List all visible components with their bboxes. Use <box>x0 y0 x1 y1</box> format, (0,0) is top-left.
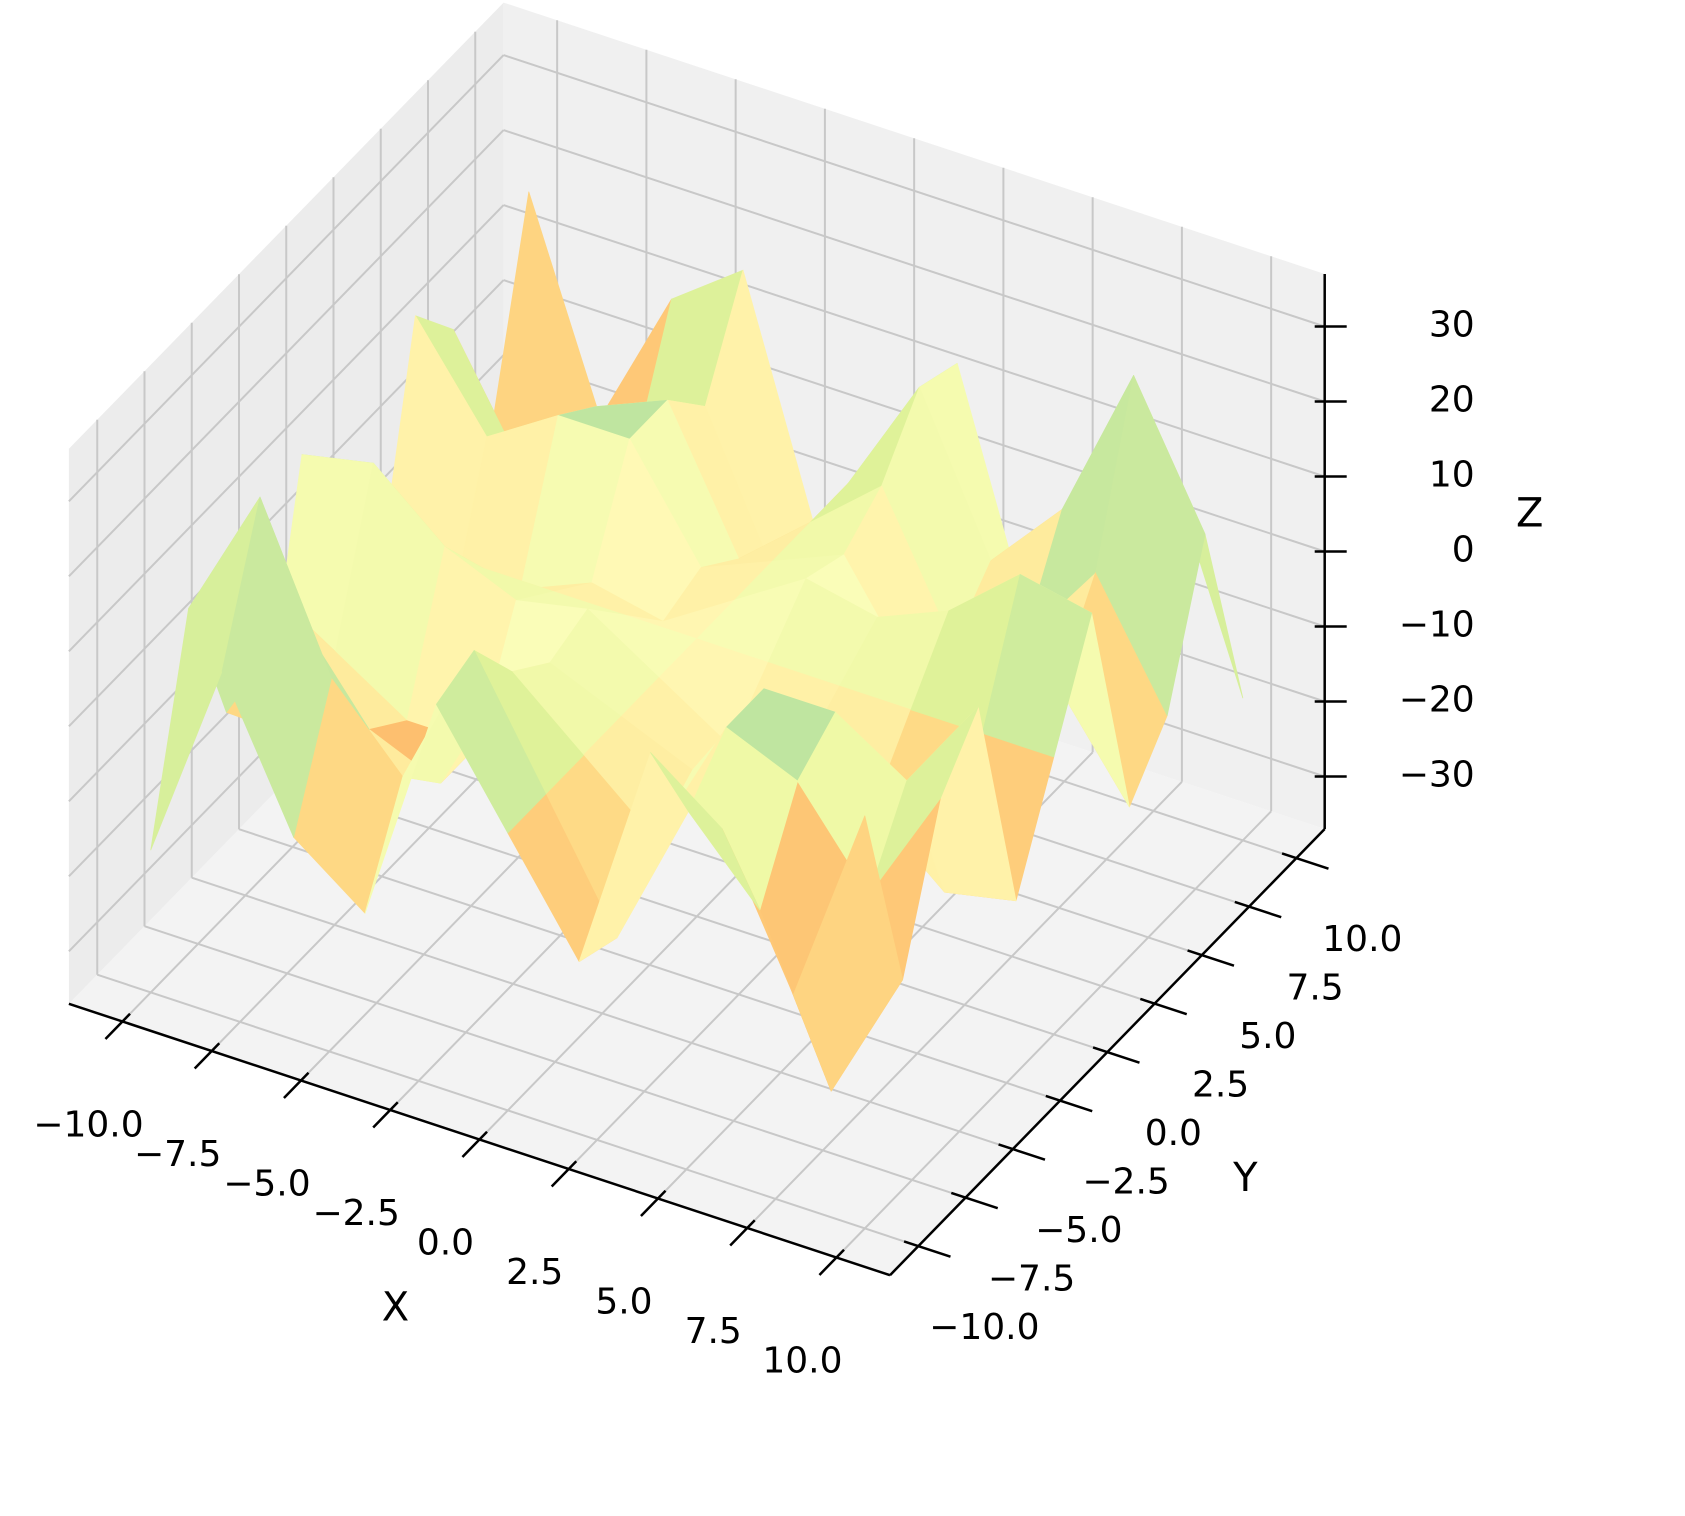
z-tick-label: 30 <box>1429 305 1475 346</box>
y-tick <box>1045 1094 1093 1113</box>
y-tick <box>950 1191 999 1210</box>
x-tick-label: 10.0 <box>762 1341 842 1382</box>
grid-line <box>285 779 1108 1054</box>
x-tick-label: 2.5 <box>506 1252 563 1293</box>
grid-line <box>96 973 919 1248</box>
x-tick <box>104 1012 131 1040</box>
grid-line <box>144 925 966 1199</box>
x-tick <box>461 1130 488 1158</box>
surface-face <box>221 496 332 838</box>
y-tick <box>1139 997 1188 1016</box>
x-tick <box>550 1160 578 1188</box>
y-tick-label: 10.0 <box>1322 919 1402 960</box>
y-tick <box>1281 852 1329 870</box>
x-tick <box>283 1071 310 1099</box>
z-tick-label: 0 <box>1452 530 1475 571</box>
y-tick <box>1092 1046 1140 1064</box>
grid-line <box>503 204 1326 478</box>
x-tick <box>818 1248 845 1276</box>
x-tick-label: −5.0 <box>223 1164 310 1205</box>
grid-line <box>503 129 1326 403</box>
surface-face <box>793 815 903 1092</box>
y-tick-label: −5.0 <box>1035 1210 1122 1251</box>
surface <box>150 191 1244 1092</box>
z-tick-label: −30 <box>1399 755 1475 796</box>
surface-face <box>435 650 546 834</box>
x-tick-label: 0.0 <box>417 1223 474 1264</box>
grid-line <box>68 204 505 652</box>
y-tick-label: 2.5 <box>1192 1065 1249 1106</box>
surface-face <box>1095 375 1206 716</box>
z-tick-label: −10 <box>1399 605 1475 646</box>
y-tick <box>1187 949 1235 967</box>
y-tick-label: −10.0 <box>929 1307 1039 1348</box>
x-tick-label: 7.5 <box>685 1311 742 1352</box>
surface-face <box>650 752 761 911</box>
x-tick <box>193 1042 221 1070</box>
y-tick-label: 5.0 <box>1239 1016 1296 1057</box>
labels: −10.0−7.5−5.0−2.50.02.55.07.510.0−10.0−7… <box>33 305 1543 1382</box>
grid-line <box>68 54 505 502</box>
z-tick-label: 20 <box>1429 380 1475 421</box>
y-tick-label: −2.5 <box>1082 1162 1169 1203</box>
x-tick <box>372 1101 399 1129</box>
grid-line <box>68 129 505 577</box>
x-tick-label: −10.0 <box>33 1105 143 1146</box>
y-tick <box>903 1240 951 1258</box>
y-tick <box>998 1143 1046 1161</box>
y-tick-label: 0.0 <box>1145 1113 1202 1154</box>
x-tick <box>729 1219 756 1247</box>
grid-line <box>191 876 1014 1151</box>
surface-face <box>868 706 979 896</box>
z-axis-title: Z <box>1516 491 1543 537</box>
surface-face <box>982 574 1092 758</box>
y-axis-title: Y <box>1232 1155 1258 1201</box>
y-tick-label: −7.5 <box>988 1259 1075 1300</box>
y-tick-label: 7.5 <box>1286 968 1343 1009</box>
x-tick <box>640 1189 667 1217</box>
y-tick <box>1234 900 1282 919</box>
x-tick-label: −2.5 <box>312 1193 399 1234</box>
x-tick-label: −7.5 <box>134 1134 221 1175</box>
x-tick-label: 5.0 <box>595 1282 652 1323</box>
z-tick-label: 10 <box>1429 455 1475 496</box>
x-axis-title: X <box>382 1285 409 1331</box>
grid-line <box>503 54 1326 328</box>
z-tick-label: −20 <box>1399 680 1475 721</box>
